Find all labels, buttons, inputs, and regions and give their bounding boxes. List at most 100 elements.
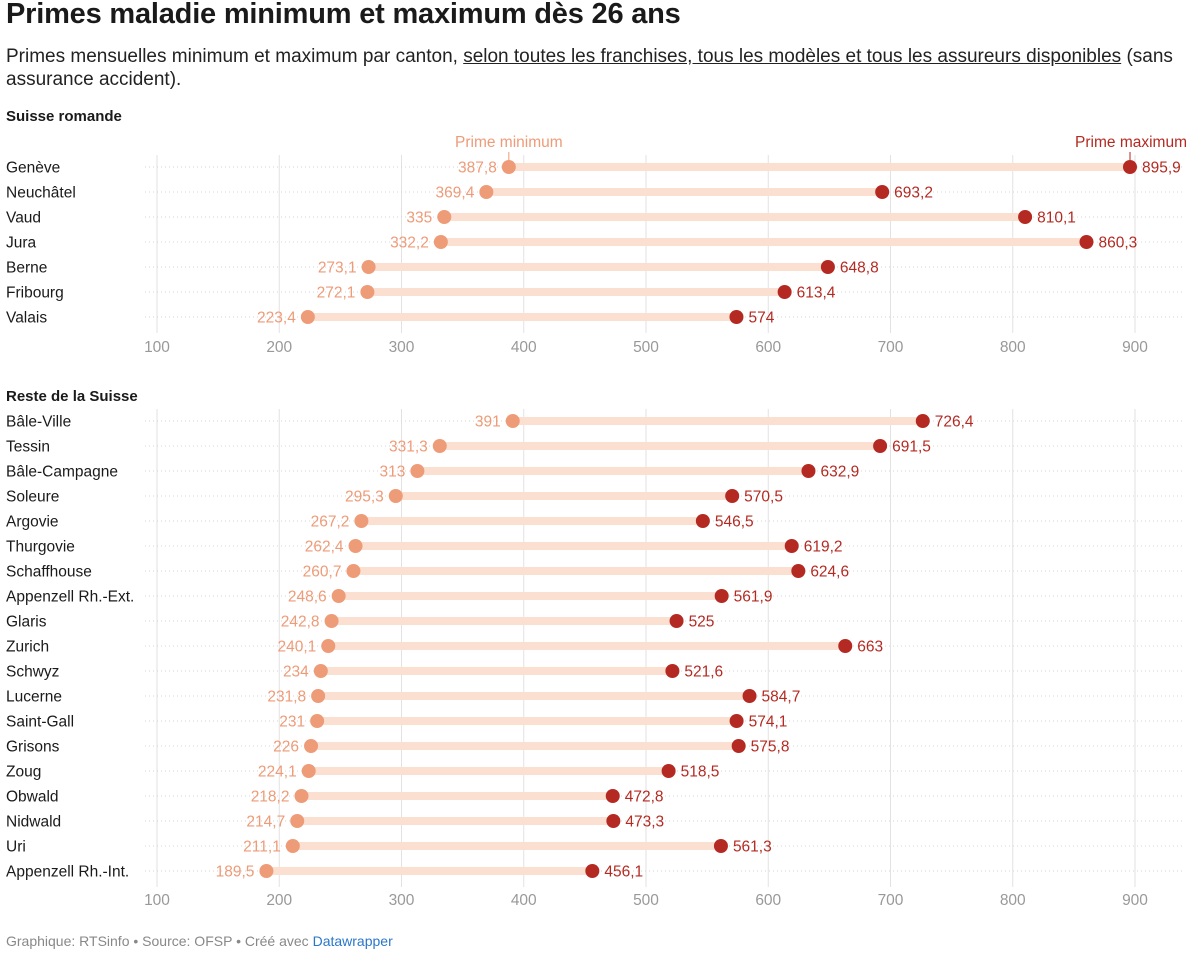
max-dot — [606, 814, 621, 828]
subtitle-text: Primes mensuelles minimum et maximum par… — [6, 46, 464, 67]
canton-label: Genève — [6, 160, 60, 177]
chart-title: Primes maladie minimum et maximum dès 26… — [6, 0, 681, 30]
min-dot — [294, 789, 309, 803]
max-dot — [729, 714, 744, 728]
max-dot — [1122, 160, 1137, 174]
min-dot — [361, 260, 376, 274]
max-dot — [714, 589, 729, 603]
canton-label: Neuchâtel — [6, 185, 76, 202]
max-dot — [777, 285, 792, 299]
min-value-label: 273,1 — [318, 260, 357, 277]
max-dot — [873, 439, 888, 453]
min-dot — [433, 235, 448, 249]
canton-label: Appenzell Rh.-Int. — [6, 864, 129, 881]
footer-graphic-credit: Graphique: RTSinfo — [6, 933, 130, 949]
max-dot — [729, 310, 744, 324]
min-dot — [311, 689, 326, 703]
chart-subtitle: Primes mensuelles minimum et maximum par… — [6, 45, 1194, 91]
canton-label: Lucerne — [6, 689, 62, 706]
canton-label: Uri — [6, 839, 26, 856]
max-dot — [838, 639, 853, 653]
max-dot — [665, 664, 680, 678]
min-value-label: 214,7 — [246, 814, 285, 831]
min-dot — [324, 614, 339, 628]
canton-label: Appenzell Rh.-Ext. — [6, 589, 134, 606]
min-dot — [346, 564, 361, 578]
datawrapper-link[interactable]: Datawrapper — [312, 933, 393, 949]
max-dot — [820, 260, 835, 274]
min-dot — [259, 864, 274, 878]
canton-label: Fribourg — [6, 285, 64, 302]
min-dot — [437, 210, 452, 224]
min-value-label: 211,1 — [243, 839, 281, 856]
min-dot — [321, 639, 336, 653]
canton-label: Glaris — [6, 614, 47, 631]
max-dot — [915, 414, 930, 428]
max-value-label: 472,8 — [625, 789, 664, 806]
max-dot — [742, 689, 757, 703]
max-dot — [669, 614, 684, 628]
canton-label: Berne — [6, 260, 47, 277]
canton-label: Soleure — [6, 489, 59, 506]
max-dot — [1079, 235, 1094, 249]
max-value-label: 860,3 — [1098, 235, 1137, 252]
x-tick-label: 500 — [633, 892, 659, 909]
x-tick-label: 400 — [511, 892, 537, 909]
min-dot — [331, 589, 346, 603]
max-value-label: 473,3 — [625, 814, 664, 831]
x-tick-label: 300 — [389, 892, 415, 909]
x-tick-label: 200 — [266, 339, 292, 356]
min-dot — [313, 664, 328, 678]
min-dot — [360, 285, 375, 299]
min-value-label: 240,1 — [277, 639, 316, 656]
min-dot — [310, 714, 325, 728]
max-value-label: 570,5 — [744, 489, 783, 506]
x-tick-label: 500 — [633, 339, 659, 356]
min-value-label: 231 — [279, 714, 305, 731]
max-value-label: 584,7 — [762, 689, 801, 706]
max-dot — [791, 564, 806, 578]
max-value-label: 624,6 — [810, 564, 849, 581]
footer-source: Source: OFSP — [142, 933, 233, 949]
min-dot — [505, 414, 520, 428]
max-dot — [731, 739, 746, 753]
min-dot — [388, 489, 403, 503]
min-annotation: Prime minimum — [455, 134, 563, 151]
max-value-label: 574,1 — [749, 714, 788, 731]
canton-label: Obwald — [6, 789, 59, 806]
min-value-label: 391 — [475, 414, 501, 431]
panel-title: Suisse romande — [6, 108, 122, 125]
canton-label: Bâle-Ville — [6, 414, 71, 431]
min-value-label: 218,2 — [251, 789, 290, 806]
max-value-label: 895,9 — [1142, 160, 1181, 177]
min-value-label: 335 — [406, 210, 432, 227]
x-tick-label: 700 — [878, 339, 904, 356]
max-dot — [713, 839, 728, 853]
min-value-label: 331,3 — [389, 439, 428, 456]
max-value-label: 810,1 — [1037, 210, 1076, 227]
x-tick-label: 600 — [755, 339, 781, 356]
max-value-label: 525 — [689, 614, 715, 631]
canton-label: Zurich — [6, 639, 49, 656]
max-dot — [801, 464, 816, 478]
max-value-label: 632,9 — [820, 464, 859, 481]
min-value-label: 234 — [283, 664, 309, 681]
max-dot — [875, 185, 890, 199]
max-value-label: 691,5 — [892, 439, 931, 456]
canton-label: Argovie — [6, 514, 59, 531]
min-value-label: 272,1 — [317, 285, 356, 302]
min-dot — [300, 310, 315, 324]
min-value-label: 313 — [380, 464, 406, 481]
min-value-label: 189,5 — [216, 864, 255, 881]
min-value-label: 369,4 — [436, 185, 475, 202]
canton-label: Nidwald — [6, 814, 61, 831]
min-value-label: 242,8 — [281, 614, 320, 631]
max-value-label: 575,8 — [751, 739, 790, 756]
min-value-label: 223,4 — [257, 310, 296, 327]
max-dot — [661, 764, 676, 778]
canton-label: Saint-Gall — [6, 714, 74, 731]
canton-label: Bâle-Campagne — [6, 464, 118, 481]
max-value-label: 663 — [857, 639, 883, 656]
max-dot — [725, 489, 740, 503]
x-tick-label: 600 — [755, 892, 781, 909]
